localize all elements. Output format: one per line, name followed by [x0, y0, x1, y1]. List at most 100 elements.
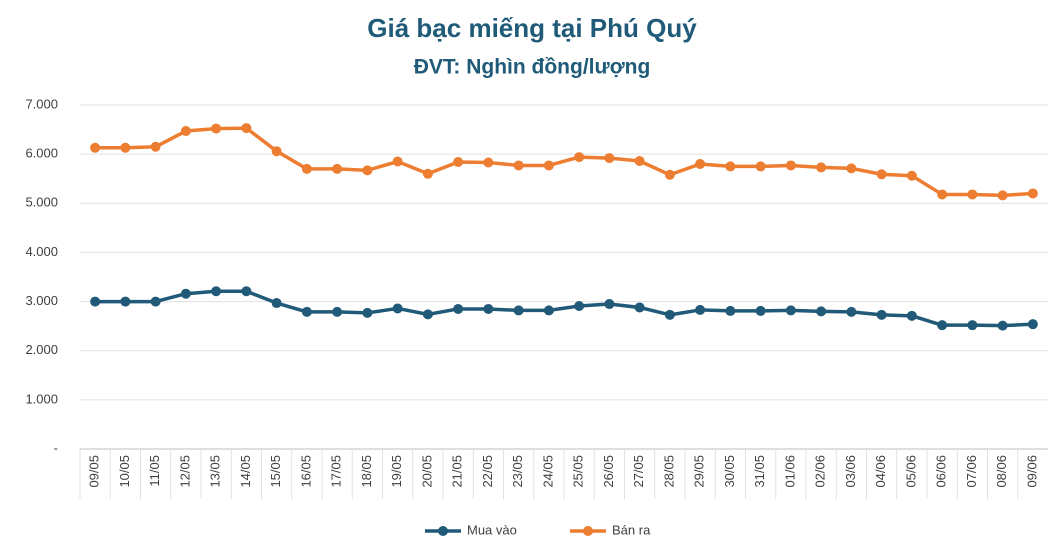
- x-tick-label: 01/06: [782, 455, 797, 488]
- x-tick-label: 31/05: [752, 455, 767, 488]
- x-tick-label: 02/06: [813, 455, 828, 488]
- data-point: [362, 165, 373, 176]
- x-tick-label: 12/05: [177, 455, 192, 488]
- data-point: [120, 296, 131, 307]
- chart-title: Giá bạc miếng tại Phú Quý: [367, 13, 697, 43]
- data-point: [483, 157, 494, 168]
- legend-marker: [583, 526, 593, 536]
- data-point: [785, 160, 796, 171]
- data-point: [574, 152, 585, 163]
- data-point: [180, 126, 191, 137]
- data-point: [816, 162, 827, 173]
- x-tick-label: 18/05: [359, 455, 374, 488]
- y-tick-label: 7.000: [25, 96, 58, 111]
- x-tick-label: 22/05: [480, 455, 495, 488]
- data-point: [997, 320, 1008, 331]
- data-point: [543, 160, 554, 171]
- data-point: [90, 142, 101, 153]
- series-line: [95, 289, 1033, 328]
- x-tick-label: 16/05: [298, 455, 313, 488]
- data-point: [906, 170, 917, 181]
- x-tick-label: 28/05: [661, 455, 676, 488]
- data-point: [543, 305, 554, 316]
- series-line: [95, 126, 1033, 198]
- data-point: [906, 310, 917, 321]
- data-point: [301, 163, 312, 174]
- data-point: [90, 296, 101, 307]
- data-point: [453, 303, 464, 314]
- data-point: [937, 320, 948, 331]
- data-point: [453, 157, 464, 168]
- x-tick-label: 05/06: [903, 455, 918, 488]
- data-point: [180, 288, 191, 299]
- y-tick-label: 1.000: [25, 391, 58, 406]
- x-tick-label: 30/05: [722, 455, 737, 488]
- y-tick-label: 6.000: [25, 146, 58, 161]
- data-point: [695, 304, 706, 315]
- x-tick-label: 23/05: [510, 455, 525, 488]
- data-point: [634, 302, 645, 313]
- y-tick-label: 2.000: [25, 342, 58, 357]
- data-point: [513, 160, 524, 171]
- data-point: [422, 309, 433, 320]
- data-point: [755, 305, 766, 316]
- data-point: [876, 169, 887, 180]
- data-point: [967, 189, 978, 200]
- x-tick-label: 09/05: [87, 455, 102, 488]
- x-tick-label: 27/05: [631, 455, 646, 488]
- x-tick-label: 29/05: [692, 455, 707, 488]
- data-point: [483, 303, 494, 314]
- data-point: [392, 303, 403, 314]
- x-tick-label: 25/05: [571, 455, 586, 488]
- data-point: [150, 296, 161, 307]
- data-point: [332, 163, 343, 174]
- y-tick-label: 4.000: [25, 244, 58, 259]
- x-tick-label: 14/05: [238, 455, 253, 488]
- data-point: [725, 305, 736, 316]
- data-point: [785, 305, 796, 316]
- data-point: [271, 146, 282, 157]
- data-point: [816, 306, 827, 317]
- data-point: [301, 306, 312, 317]
- legend-label: Bán ra: [612, 522, 651, 537]
- data-point: [1027, 188, 1038, 199]
- x-tick-label: 24/05: [540, 455, 555, 488]
- data-point: [604, 153, 615, 164]
- x-tick-label: 20/05: [419, 455, 434, 488]
- x-tick-label: 04/06: [873, 455, 888, 488]
- y-tick-label: 3.000: [25, 293, 58, 308]
- x-tick-label: 21/05: [450, 455, 465, 488]
- data-point: [937, 189, 948, 200]
- data-point: [422, 168, 433, 179]
- data-point: [513, 305, 524, 316]
- data-point: [211, 286, 222, 297]
- x-tick-label: 17/05: [329, 455, 344, 488]
- data-point: [695, 158, 706, 169]
- data-point: [392, 156, 403, 167]
- legend-label: Mua vào: [467, 522, 517, 537]
- x-tick-label: 11/05: [147, 455, 162, 487]
- x-tick-label: 13/05: [208, 455, 223, 488]
- x-tick-label: 26/05: [601, 455, 616, 488]
- data-point: [241, 286, 252, 297]
- y-tick-label: 5.000: [25, 195, 58, 210]
- data-point: [332, 306, 343, 317]
- x-tick-label: 07/06: [964, 455, 979, 488]
- data-point: [271, 298, 282, 309]
- chart-subtitle: ĐVT: Nghìn đồng/lượng: [414, 56, 651, 79]
- x-tick-label: 10/05: [117, 455, 132, 488]
- data-point: [634, 156, 645, 167]
- x-tick-label: 08/06: [994, 455, 1009, 488]
- data-point: [755, 161, 766, 172]
- legend-marker: [438, 526, 448, 536]
- data-point: [997, 190, 1008, 201]
- data-point: [725, 161, 736, 172]
- x-tick-label: 06/06: [934, 455, 949, 488]
- data-point: [846, 163, 857, 174]
- data-point: [150, 141, 161, 152]
- data-point: [876, 309, 887, 320]
- data-point: [574, 300, 585, 311]
- data-point: [664, 309, 675, 320]
- data-point: [604, 299, 615, 310]
